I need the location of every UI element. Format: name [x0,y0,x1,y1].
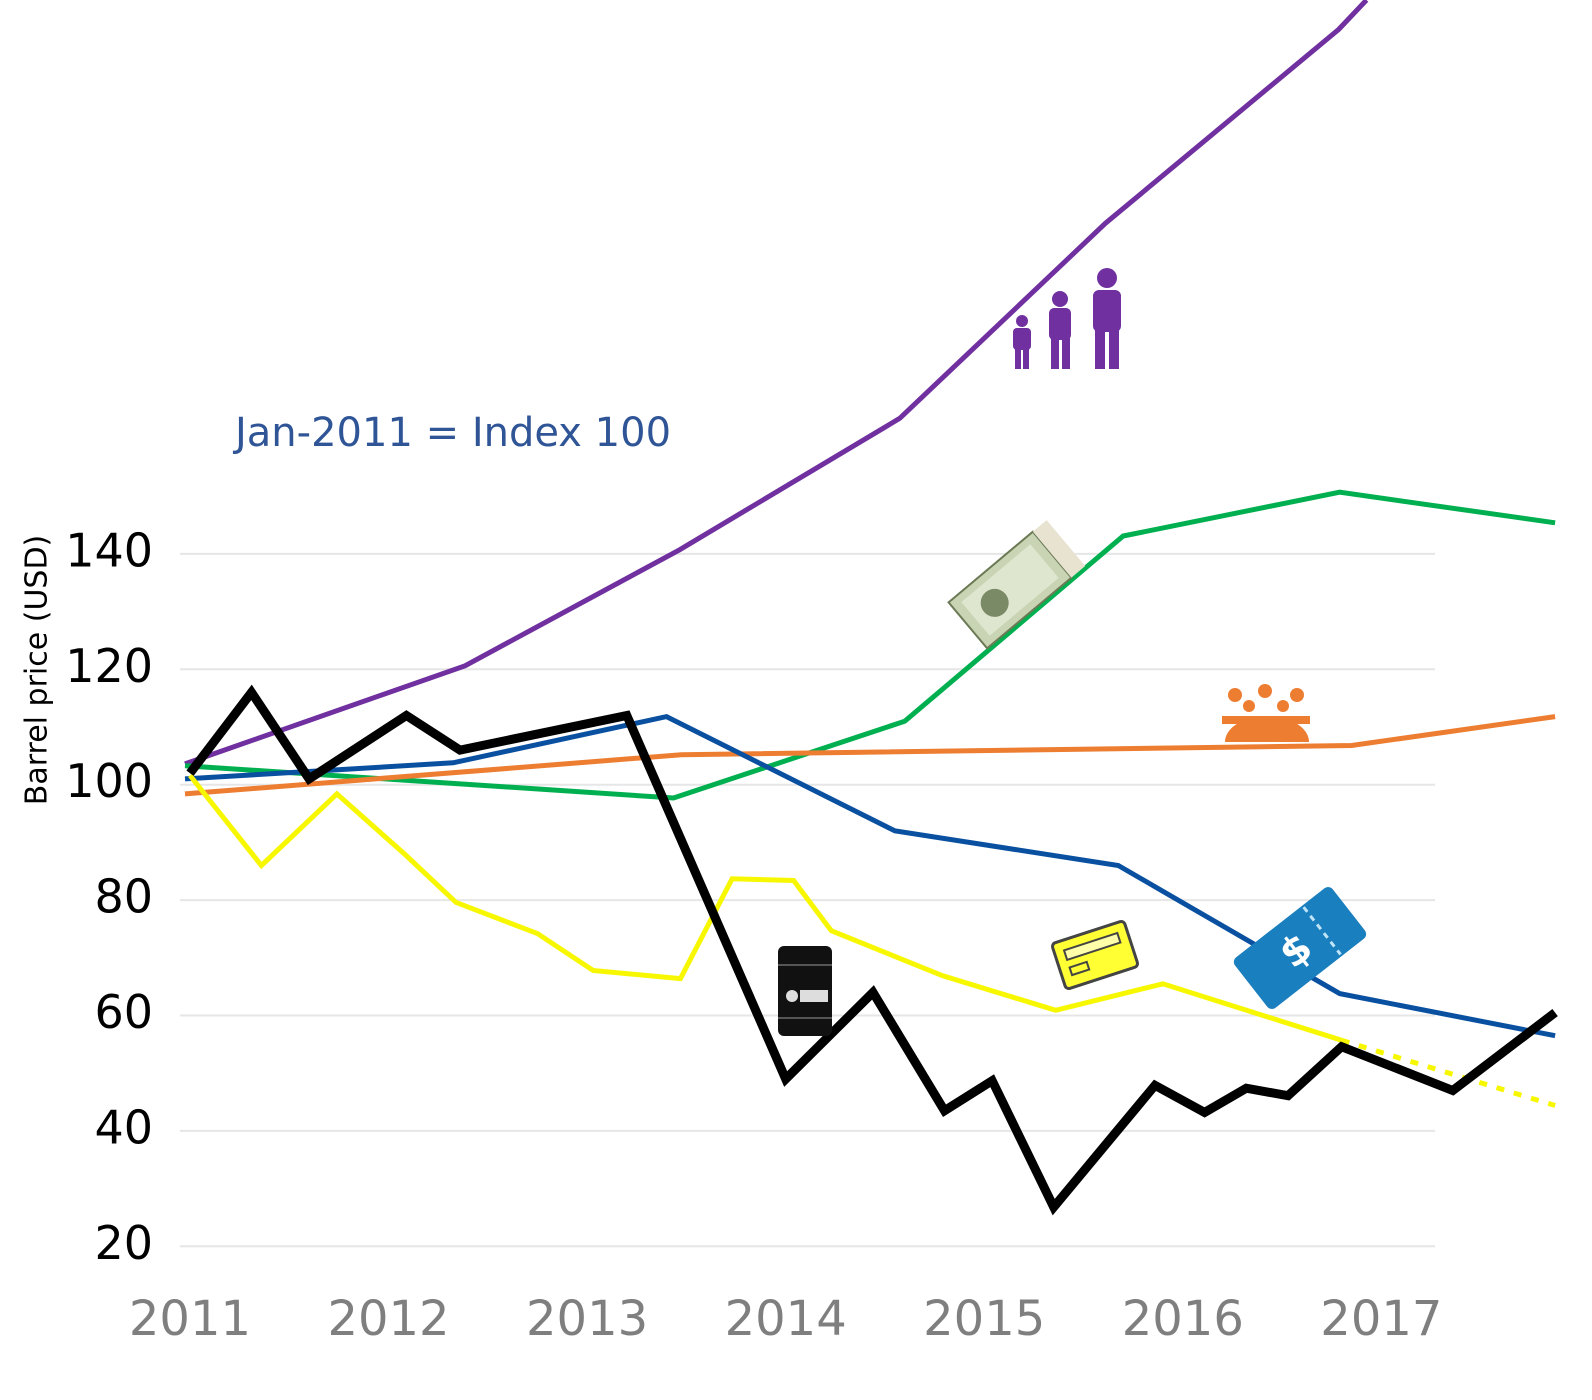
people-icon [1222,684,1310,742]
y-tick-label: 20 [94,1216,153,1270]
x-tick-label: 2012 [327,1291,449,1347]
x-tick-label: 2013 [526,1291,648,1347]
y-tick-label: 40 [94,1100,153,1154]
series-line [188,773,1343,1043]
y-tick-label: 80 [94,870,153,924]
y-tick-label: 100 [65,754,153,808]
oil-barrel-icon [778,946,832,1036]
y-tick-label: 60 [94,985,153,1039]
series-line [184,489,1556,801]
y-axis-label: Barrel price (USD) [20,535,55,805]
family-icon [1013,268,1121,369]
money-icon [947,520,1086,650]
x-tick-label: 2016 [1122,1291,1244,1347]
ticket-icon: $ [1233,887,1367,1009]
y-tick-label: 120 [65,639,153,693]
series-line [186,684,1558,1216]
series-line [1340,1037,1556,1108]
series-line [184,714,1556,797]
x-tick-label: 2017 [1320,1291,1442,1347]
series-line [184,0,1369,767]
x-tick-label: 2011 [129,1291,251,1347]
x-tick-label: 2015 [923,1291,1045,1347]
y-tick-label: 140 [65,523,153,577]
card-icon [1050,919,1140,991]
x-tick-label: 2014 [725,1291,847,1347]
series-line [184,713,1556,1039]
annotation: Jan-2011 = Index 100 [232,410,671,456]
